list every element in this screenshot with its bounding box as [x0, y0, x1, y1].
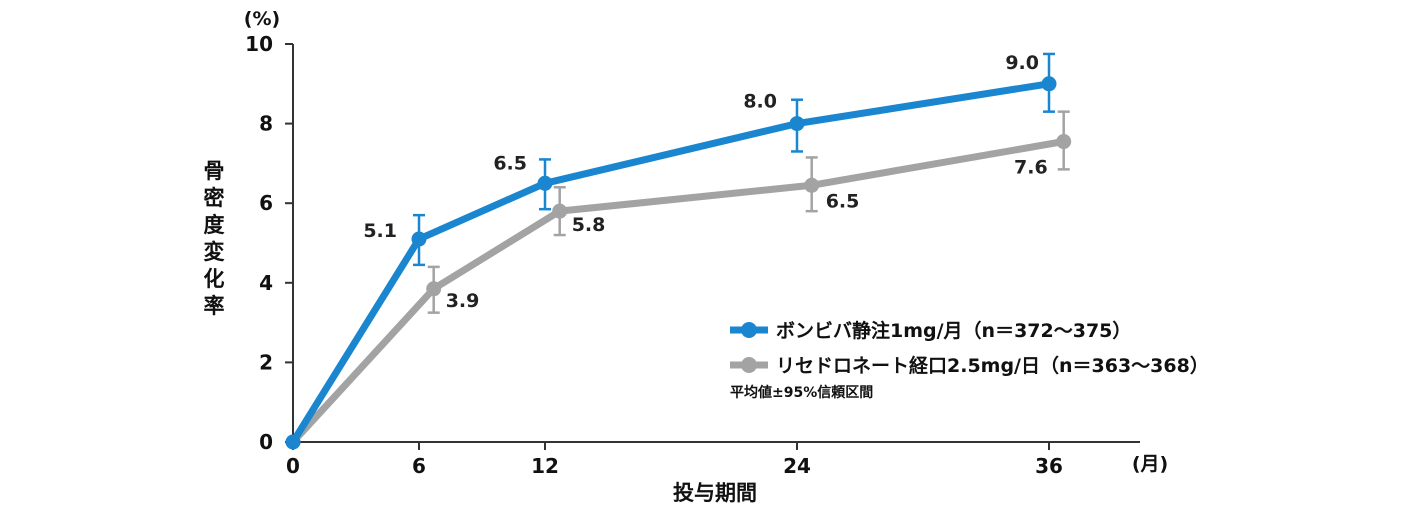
- y-title-char: 変: [204, 240, 225, 264]
- y-tick-label: 6: [259, 191, 273, 215]
- x-ticks: 0 6 12 24 36: [286, 442, 1063, 478]
- data-point: [552, 203, 568, 219]
- x-axis-title: 投与期間: [673, 481, 757, 505]
- legend-label: ボンビバ静注1mg/月（n＝372～375）: [776, 319, 1131, 342]
- legend-label: リセドロネート経口2.5mg/日（n＝363～368）: [776, 354, 1209, 377]
- y-tick-label: 4: [259, 271, 273, 295]
- y-tick-label: 10: [245, 32, 273, 56]
- data-point: [789, 116, 805, 132]
- data-label: 5.8: [572, 214, 606, 236]
- legend: ボンビバ静注1mg/月（n＝372～375） リセドロネート経口2.5mg/日（n…: [730, 319, 1209, 377]
- y-tick-label: 8: [259, 112, 273, 136]
- y-ticks: 0 2 4 6 8 10: [245, 32, 293, 454]
- data-label: 9.0: [1005, 52, 1039, 74]
- y-tick-label: 2: [259, 350, 273, 374]
- y-title-char: 化: [204, 267, 225, 291]
- legend-swatch-marker: [741, 322, 757, 338]
- x-unit-label: (月): [1132, 453, 1168, 475]
- y-unit-label: (%): [244, 8, 280, 30]
- data-point: [1056, 134, 1072, 150]
- y-tick-label: 0: [259, 430, 273, 454]
- x-tick-label: 12: [531, 454, 559, 478]
- ci-note: 平均値±95%信頼区間: [730, 384, 873, 401]
- data-point: [1041, 76, 1057, 92]
- legend-swatch-marker: [741, 357, 757, 373]
- x-tick-label: 6: [412, 454, 426, 478]
- y-title-char: 度: [204, 213, 225, 237]
- x-tick-label: 36: [1035, 454, 1063, 478]
- x-tick-label: 0: [286, 454, 300, 478]
- data-point: [426, 281, 442, 297]
- data-point: [411, 231, 427, 247]
- data-point: [537, 175, 553, 191]
- y-title-char: 密: [204, 186, 225, 210]
- data-label: 8.0: [743, 91, 777, 113]
- series-bonviva: 5.1 6.5 8.0 9.0: [285, 52, 1057, 450]
- series-risedronate: 3.9 5.8 6.5 7.6: [285, 110, 1072, 450]
- data-label: 7.6: [1014, 157, 1048, 179]
- series-line: [290, 138, 1065, 445]
- data-point: [285, 434, 301, 450]
- series-line: [290, 80, 1050, 444]
- x-tick-label: 24: [783, 454, 811, 478]
- data-label: 3.9: [446, 290, 480, 312]
- y-title-char: 骨: [204, 159, 225, 183]
- axes: [292, 44, 1140, 443]
- data-label: 5.1: [363, 220, 397, 242]
- series-layer: 3.9 5.8 6.5 7.6 5.1 6.5 8.0 9.0: [285, 52, 1072, 450]
- data-label: 6.5: [493, 152, 527, 174]
- data-label: 6.5: [826, 190, 860, 212]
- data-point: [804, 177, 820, 193]
- y-title-char: 率: [204, 294, 225, 318]
